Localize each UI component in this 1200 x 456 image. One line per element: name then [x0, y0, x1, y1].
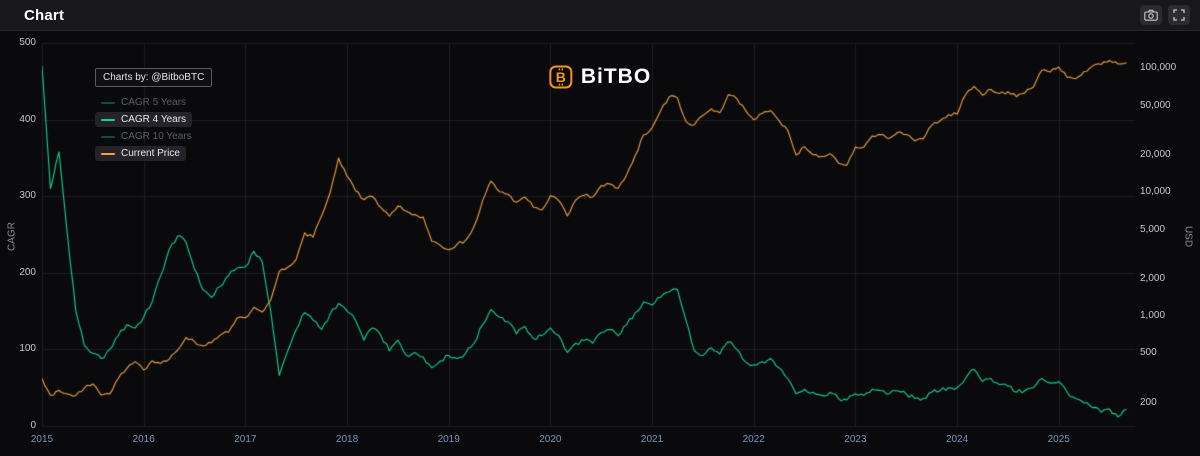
x-axis-tick-label: 2019	[437, 434, 460, 445]
legend-item-current-price[interactable]: Current Price	[95, 146, 186, 161]
bitbo-logo-text: BiTBO	[580, 65, 652, 88]
chart-legend: Charts by: @BitboBTC CAGR 5 Years CAGR 4 …	[95, 67, 213, 163]
y-axis-left-tick-label: 200	[19, 266, 36, 278]
legend-item-cagr-10-years[interactable]: CAGR 10 Years	[95, 129, 198, 144]
legend-item-cagr-4-years[interactable]: CAGR 4 Years	[95, 112, 193, 127]
legend-items: CAGR 5 Years CAGR 4 Years CAGR 10 Years Cur…	[95, 95, 212, 161]
y-axis-right-tick-label: 200	[1140, 396, 1157, 408]
x-axis-tick-label: 2020	[539, 434, 562, 445]
y-axis-right-tick-label: 2,000	[1140, 272, 1166, 284]
x-axis-tick-label: 2017	[234, 434, 257, 445]
legend-swatch	[101, 135, 115, 138]
x-axis-tick-label: 2018	[335, 434, 359, 445]
x-axis-tick-label: 2024	[945, 434, 969, 445]
y-axis-left-tick-label: 400	[19, 113, 36, 125]
legend-credit: Charts by: @BitboBTC	[95, 68, 213, 87]
y-axis-left-tick-label: 300	[19, 190, 36, 202]
y-axis-left-tick-label: 100	[19, 343, 36, 355]
y-axis-right-tick-label: 50,000	[1140, 99, 1171, 111]
legend-label: CAGR 5 Years	[121, 97, 187, 108]
bitbo-logo: B BiTBO	[549, 65, 651, 89]
chart-canvas[interactable]	[0, 31, 1200, 456]
svg-text:B: B	[556, 69, 566, 85]
x-axis-tick-label: 2021	[640, 434, 664, 445]
legend-swatch	[101, 101, 115, 104]
y-axis-right-tick-label: 10,000	[1140, 186, 1171, 198]
y-axis-right-tick-label: 100,000	[1140, 62, 1177, 74]
y-axis-left-tick-label: 500	[19, 37, 36, 48]
y-axis-left-tick-label: 0	[30, 420, 36, 431]
screenshot-button[interactable]	[1140, 5, 1162, 25]
bitcoin-icon: B	[549, 65, 573, 89]
chart-area: B BiTBO Charts by: @BitboBTC CAGR 5 Year…	[0, 31, 1200, 456]
x-axis-tick-label: 2016	[132, 434, 155, 445]
y-axis-right-tick-label: 1,000	[1140, 310, 1166, 322]
x-axis-tick-label: 2015	[30, 434, 54, 445]
x-axis-tick-label: 2025	[1047, 434, 1070, 445]
legend-label: Current Price	[121, 148, 180, 159]
y-axis-right-title: USD	[1182, 225, 1194, 248]
header-actions	[1140, 5, 1190, 25]
legend-label: CAGR 4 Years	[121, 114, 187, 125]
fullscreen-icon	[1173, 9, 1185, 21]
y-axis-left-title: CAGR	[6, 222, 18, 251]
fullscreen-button[interactable]	[1168, 5, 1190, 25]
x-axis-tick-label: 2023	[844, 434, 867, 445]
x-axis-tick-label: 2022	[742, 434, 765, 445]
page-title: Chart	[24, 6, 65, 24]
legend-item-cagr-5-years[interactable]: CAGR 5 Years	[95, 95, 192, 110]
camera-icon	[1144, 9, 1158, 21]
y-axis-right-tick-label: 500	[1140, 347, 1157, 359]
legend-label: CAGR 10 Years	[121, 131, 192, 142]
legend-swatch	[101, 152, 115, 155]
chart-header: Chart	[0, 0, 1200, 31]
y-axis-right-tick-label: 5,000	[1140, 223, 1166, 235]
legend-swatch	[101, 118, 115, 121]
y-axis-right-tick-label: 20,000	[1140, 148, 1171, 160]
